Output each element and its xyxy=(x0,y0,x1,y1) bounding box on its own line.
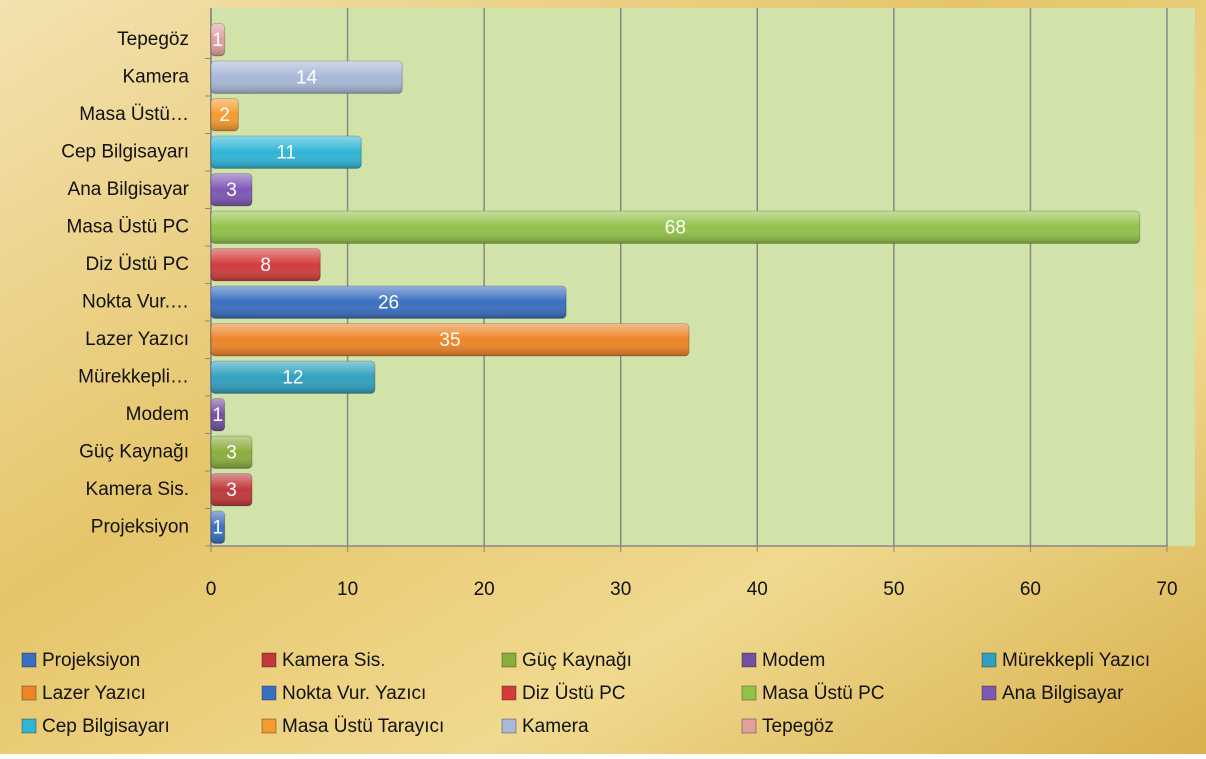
legend-label: Ana Bilgisayar xyxy=(1002,683,1124,704)
data-label: 68 xyxy=(665,217,686,238)
legend-label: Kamera xyxy=(522,716,589,737)
data-label: 1 xyxy=(213,405,224,426)
legend-swatch xyxy=(741,685,757,701)
data-label: 3 xyxy=(226,442,237,463)
legend-label: Tepegöz xyxy=(762,716,834,737)
legend-label: Masa Üstü Tarayıcı xyxy=(282,716,444,737)
y-tick-label: Güç Kaynağı xyxy=(79,441,189,462)
legend-swatch xyxy=(21,685,37,701)
bar-shine xyxy=(211,136,362,169)
data-label: 35 xyxy=(439,330,460,351)
bar-shine xyxy=(211,323,689,356)
x-tick-label: 60 xyxy=(1020,579,1041,600)
legend-label: Masa Üstü PC xyxy=(762,683,884,704)
data-label: 8 xyxy=(260,255,271,276)
x-tick-label: 70 xyxy=(1156,579,1177,600)
bar-shine xyxy=(211,511,225,544)
bar-shine xyxy=(211,361,375,394)
data-label: 26 xyxy=(378,292,399,313)
y-tick-label: Lazer Yazıcı xyxy=(85,329,189,350)
y-tick-label: Ana Bilgisayar xyxy=(68,179,190,200)
legend-label: Güç Kaynağı xyxy=(522,650,632,671)
legend-swatch xyxy=(981,685,997,701)
legend-label: Kamera Sis. xyxy=(282,650,385,671)
legend-label: Projeksiyon xyxy=(42,650,140,671)
bar-shine xyxy=(211,98,239,131)
bar-shine xyxy=(211,23,225,56)
x-tick-label: 40 xyxy=(747,579,768,600)
legend-label: Cep Bilgisayarı xyxy=(42,716,170,737)
legend-label: Nokta Vur. Yazıcı xyxy=(282,683,426,704)
bar-shine xyxy=(211,286,567,319)
y-tick-label: Tepegöz xyxy=(117,29,189,50)
bar-shine xyxy=(211,436,252,469)
legend-label: Mürekkepli Yazıcı xyxy=(1002,650,1150,671)
legend-swatch xyxy=(261,652,277,668)
y-tick-label: Nokta Vur.… xyxy=(82,291,189,312)
y-tick-label: Projeksiyon xyxy=(91,516,189,537)
bar-shine xyxy=(211,473,252,506)
legend-swatch xyxy=(21,718,37,734)
data-label: 3 xyxy=(226,180,237,201)
legend-swatch xyxy=(261,685,277,701)
x-tick-label: 30 xyxy=(610,579,631,600)
y-tick-label: Diz Üstü PC xyxy=(86,254,189,275)
legend-swatch xyxy=(501,718,517,734)
y-tick-label: Kamera Sis. xyxy=(86,479,189,500)
bar-shine xyxy=(211,248,321,281)
legend-swatch xyxy=(981,652,997,668)
legend-swatch xyxy=(741,718,757,734)
data-label: 2 xyxy=(219,105,230,126)
x-tick-label: 20 xyxy=(474,579,495,600)
bar-shine xyxy=(211,398,225,431)
x-tick-label: 50 xyxy=(883,579,904,600)
legend-label: Modem xyxy=(762,650,825,671)
y-tick-label: Mürekkepli… xyxy=(78,366,189,387)
legend-label: Lazer Yazıcı xyxy=(42,683,146,704)
y-tick-label: Kamera xyxy=(122,66,189,87)
bar-shine xyxy=(211,211,1140,244)
data-label: 14 xyxy=(296,67,318,88)
bar-shine xyxy=(211,61,403,94)
y-tick-label: Masa Üstü… xyxy=(79,104,189,125)
y-tick-label: Masa Üstü PC xyxy=(67,216,189,237)
bar-shine xyxy=(211,173,252,206)
legend-swatch xyxy=(21,652,37,668)
legend-swatch xyxy=(741,652,757,668)
legend-swatch xyxy=(501,685,517,701)
x-tick-label: 10 xyxy=(337,579,358,600)
data-label: 11 xyxy=(276,142,296,163)
data-label: 3 xyxy=(226,480,237,501)
legend-swatch xyxy=(501,652,517,668)
x-tick-label: 0 xyxy=(206,579,217,600)
legend-swatch xyxy=(261,718,277,734)
data-label: 1 xyxy=(213,517,224,538)
y-tick-label: Modem xyxy=(126,404,189,425)
y-tick-label: Cep Bilgisayarı xyxy=(61,141,189,162)
data-label: 1 xyxy=(213,30,224,51)
data-label: 12 xyxy=(282,367,303,388)
legend-label: Diz Üstü PC xyxy=(522,683,625,704)
